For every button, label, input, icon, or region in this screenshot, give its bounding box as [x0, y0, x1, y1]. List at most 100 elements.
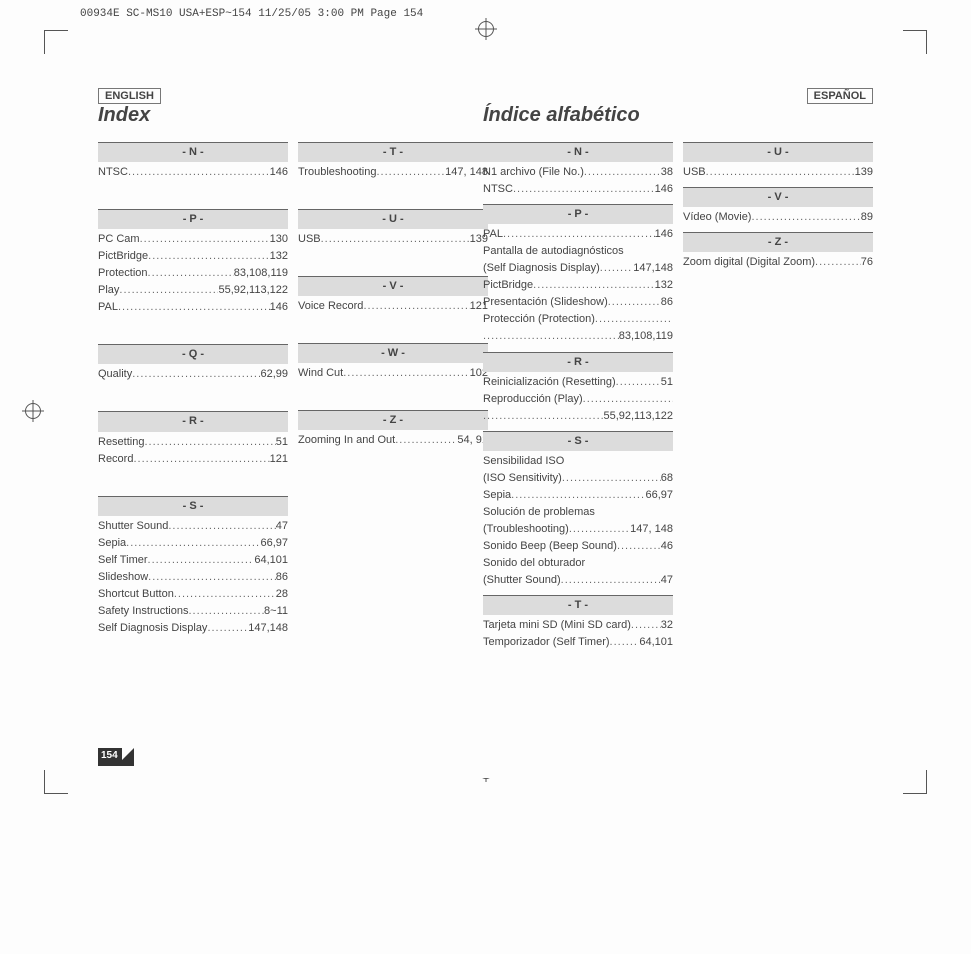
index-section-header: - T -	[298, 142, 488, 162]
index-entry-page: 8~11	[264, 603, 288, 620]
index-entry-page: 51	[276, 434, 288, 451]
index-entry: Troubleshooting147, 148	[298, 164, 488, 181]
index-entry-page: 147,148	[248, 620, 288, 637]
index-entry: Sonido Beep (Beep Sound)46	[483, 538, 673, 555]
leader-dots	[140, 231, 270, 248]
spacer	[98, 181, 288, 203]
index-entry: Sepia66,97	[98, 535, 288, 552]
leader-dots	[513, 181, 655, 198]
index-entry-term: Sepia	[483, 487, 511, 504]
index-entry: Pantalla de autodiagnósticos	[483, 243, 673, 260]
index-entry: Safety Instructions 8~11	[98, 603, 288, 620]
leader-dots	[595, 311, 673, 328]
index-entry: Vídeo (Movie)89	[683, 209, 873, 226]
index-section-header: - N -	[98, 142, 288, 162]
spacer	[98, 316, 288, 338]
index-entry-term: N1 archivo (File No.)	[483, 164, 584, 181]
index-entry-term: Pantalla de autodiagnósticos	[483, 243, 624, 260]
index-entry-page: 89	[861, 209, 873, 226]
index-entry-page: 83,108,119	[234, 265, 288, 282]
leader-dots	[148, 265, 234, 282]
leader-dots	[631, 617, 661, 634]
leader-dots	[751, 209, 860, 226]
index-section-header: - R -	[483, 352, 673, 372]
index-section-header: - S -	[483, 431, 673, 451]
index-entry-term: Play	[98, 282, 119, 299]
index-entry-term: (Troubleshooting)	[483, 521, 569, 538]
index-section-header: - V -	[683, 187, 873, 207]
index-section-header: - R -	[98, 411, 288, 431]
spanish-col-2: - U -USB139- V -Vídeo (Movie)89- Z -Zoom…	[683, 108, 873, 762]
leader-dots	[376, 164, 445, 181]
index-entry-term: Shortcut Button	[98, 586, 174, 603]
leader-dots	[583, 391, 673, 408]
index-entry-page: 146	[270, 164, 288, 181]
leader-dots	[118, 299, 270, 316]
index-entry-page: 28	[276, 586, 288, 603]
lang-label-spanish: ESPAÑOL	[807, 88, 873, 104]
index-entry-page: 64,101	[639, 634, 673, 651]
index-entry-term: Shutter Sound	[98, 518, 168, 535]
spacer	[98, 383, 288, 405]
english-half: Index - N -NTSC146- P -PC Cam130PictBrid…	[98, 108, 488, 762]
leader-dots	[815, 254, 861, 271]
print-header: 00934E SC-MS10 USA+ESP~154 11/25/05 3:00…	[80, 8, 423, 20]
index-entry-term: PAL	[98, 299, 118, 316]
index-section-header: - U -	[683, 142, 873, 162]
index-entry: Protección (Protection)	[483, 311, 673, 328]
leader-dots	[561, 572, 661, 589]
index-entry-term: Tarjeta mini SD (Mini SD card)	[483, 617, 631, 634]
page-number: 154	[101, 750, 118, 761]
index-entry-term: (Shutter Sound)	[483, 572, 561, 589]
index-entry-term: Protection	[98, 265, 148, 282]
spacer	[298, 315, 488, 337]
index-section-header: - P -	[98, 209, 288, 229]
leader-dots	[133, 451, 269, 468]
index-entry-term: Safety Instructions	[98, 603, 189, 620]
index-entry: (Self Diagnosis Display)147,148	[483, 260, 673, 277]
index-entry-term: USB	[298, 231, 321, 248]
index-entry: Slideshow86	[98, 569, 288, 586]
index-entry-term: (Self Diagnosis Display)	[483, 260, 600, 277]
index-entry-page: 62,99	[260, 366, 288, 383]
index-entry-page: 68	[661, 470, 673, 487]
leader-dots	[189, 603, 265, 620]
leader-dots	[483, 328, 619, 345]
leader-dots	[616, 374, 661, 391]
index-entry-term: Solución de problemas	[483, 504, 595, 521]
index-entry: PictBridge132	[483, 277, 673, 294]
index-section-header: - Z -	[298, 410, 488, 430]
index-entry-term: Zoom digital (Digital Zoom)	[683, 254, 815, 271]
index-entry: Zooming In and Out54, 91	[298, 432, 488, 449]
index-entry: Temporizador (Self Timer) 64,101	[483, 634, 673, 651]
index-entry-term: Self Diagnosis Display	[98, 620, 207, 637]
index-entry-term: Quality	[98, 366, 132, 383]
index-entry-page: 146	[655, 181, 673, 198]
index-entry-page: 46	[661, 538, 673, 555]
index-entry-page: 147, 148	[445, 164, 488, 181]
index-entry-page: 132	[270, 248, 288, 265]
leader-dots	[363, 298, 469, 315]
index-entry: (Shutter Sound)47	[483, 572, 673, 589]
index-entry: PC Cam130	[98, 231, 288, 248]
index-section-header: - Q -	[98, 344, 288, 364]
index-entry: Shutter Sound47	[98, 518, 288, 535]
index-entry-page: 139	[855, 164, 873, 181]
index-entry-page: 86	[276, 569, 288, 586]
index-entry-page: 55,92,113,122	[218, 282, 288, 299]
spacer	[298, 382, 488, 404]
index-entry-term: PictBridge	[98, 248, 148, 265]
index-entry-term: Record	[98, 451, 133, 468]
index-entry-page: 146	[270, 299, 288, 316]
index-entry-term: NTSC	[98, 164, 128, 181]
leader-dots	[343, 365, 469, 382]
english-col-1: - N - NTSC 146 - P - PC Cam130PictBridge 132 P…	[98, 108, 288, 762]
index-entry: Self Timer64,101	[98, 552, 288, 569]
spacer	[298, 181, 488, 203]
index-entry: 55,92,113,122	[483, 408, 673, 425]
index-entry: Solución de problemas	[483, 504, 673, 521]
index-entry: Voice Record121	[298, 298, 488, 315]
leader-dots	[132, 366, 260, 383]
index-section-header: - Z -	[683, 232, 873, 252]
index-entry-term: Temporizador (Self Timer)	[483, 634, 610, 651]
